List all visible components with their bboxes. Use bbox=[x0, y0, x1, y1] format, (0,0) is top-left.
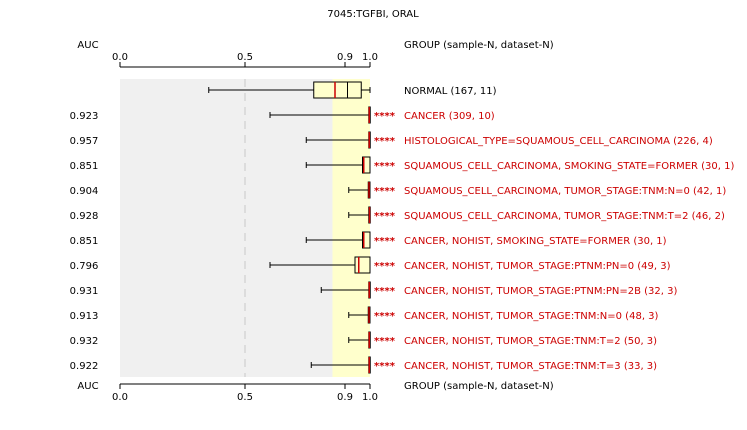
box-row: 0.851 **** SQUAMOUS_CELL_CARCINOMA, SMOKIN… bbox=[70, 156, 734, 174]
significance-stars: **** bbox=[374, 111, 396, 122]
significance-stars: **** bbox=[374, 336, 396, 347]
group-label: CANCER (309, 10) bbox=[404, 111, 495, 122]
box-row: 0.913 **** CANCER, NOHIST, TUMOR_STAGE:TNM… bbox=[70, 306, 659, 324]
box-rows: NORMAL (167, 11) 0.923 **** CANCER (309, 10… bbox=[70, 81, 734, 374]
box-row: 0.928 **** SQUAMOUS_CELL_CARCINOMA, TUMOR_… bbox=[70, 206, 725, 224]
box-row: 0.922 **** CANCER, NOHIST, TUMOR_STAGE:TNM… bbox=[70, 356, 657, 374]
group-label: CANCER, NOHIST, SMOKING_STATE=FORMER (30… bbox=[404, 236, 667, 247]
bottom-tick-label: 1.0 bbox=[362, 392, 378, 403]
auc-value: 0.957 bbox=[70, 136, 99, 147]
bottom-axis bbox=[119, 383, 371, 389]
auc-header-bottom: AUC bbox=[77, 381, 98, 392]
box-row: 0.931 **** CANCER, NOHIST, TUMOR_STAGE:PTN… bbox=[70, 281, 677, 299]
group-label: CANCER, NOHIST, TUMOR_STAGE:PTNM:PN=0 (4… bbox=[404, 261, 671, 272]
box-row: 0.957 **** HISTOLOGICAL_TYPE=SQUAMOUS_CELL… bbox=[70, 131, 713, 149]
significance-stars: **** bbox=[374, 136, 396, 147]
significance-stars: **** bbox=[374, 161, 396, 172]
top-tick-label: 1.0 bbox=[362, 52, 378, 63]
iqr-box bbox=[362, 156, 371, 174]
group-header-top: GROUP (sample-N, dataset-N) bbox=[404, 40, 554, 51]
top-axis bbox=[119, 62, 371, 68]
auc-value: 0.928 bbox=[70, 211, 99, 222]
auc-value: 0.931 bbox=[70, 286, 99, 297]
iqr-box bbox=[313, 81, 362, 99]
box-row: 0.923 **** CANCER (309, 10) bbox=[70, 106, 495, 124]
top-tick-label: 0.9 bbox=[337, 52, 353, 63]
auc-header-top: AUC bbox=[77, 40, 98, 51]
iqr-box bbox=[354, 256, 371, 274]
bottom-tick-labels: 0.0 0.5 0.9 1.0 bbox=[112, 392, 378, 403]
bottom-tick-label: 0.9 bbox=[337, 392, 353, 403]
significance-stars: **** bbox=[374, 286, 396, 297]
significance-stars: **** bbox=[374, 261, 396, 272]
top-tick-labels: 0.0 0.5 0.9 1.0 bbox=[112, 52, 378, 63]
group-label: SQUAMOUS_CELL_CARCINOMA, TUMOR_STAGE:TNM… bbox=[404, 186, 726, 197]
auc-value: 0.796 bbox=[70, 261, 99, 272]
significance-stars: **** bbox=[374, 361, 396, 372]
box-row: 0.851 **** CANCER, NOHIST, SMOKING_STATE=F… bbox=[70, 231, 667, 249]
group-label: SQUAMOUS_CELL_CARCINOMA, SMOKING_STATE=F… bbox=[404, 161, 734, 172]
chart-title: 7045:TGFBI, ORAL bbox=[327, 9, 419, 20]
box-row: 0.796 **** CANCER, NOHIST, TUMOR_STAGE:PTN… bbox=[70, 256, 671, 274]
box-row: NORMAL (167, 11) bbox=[208, 81, 497, 99]
significance-stars: **** bbox=[374, 186, 396, 197]
group-label: CANCER, NOHIST, TUMOR_STAGE:PTNM:PN=2B (… bbox=[404, 286, 677, 297]
group-label: SQUAMOUS_CELL_CARCINOMA, TUMOR_STAGE:TNM… bbox=[404, 211, 725, 222]
box-row: 0.904 **** SQUAMOUS_CELL_CARCINOMA, TUMOR_… bbox=[70, 181, 726, 199]
group-label: CANCER, NOHIST, TUMOR_STAGE:TNM:N=0 (48,… bbox=[404, 311, 659, 322]
group-header-bottom: GROUP (sample-N, dataset-N) bbox=[404, 381, 554, 392]
bottom-tick-label: 0.0 bbox=[112, 392, 128, 403]
auc-value: 0.913 bbox=[70, 311, 99, 322]
auc-value: 0.851 bbox=[70, 161, 99, 172]
group-label: CANCER, NOHIST, TUMOR_STAGE:TNM:T=3 (33,… bbox=[404, 361, 657, 372]
significance-stars: **** bbox=[374, 211, 396, 222]
group-label: CANCER, NOHIST, TUMOR_STAGE:TNM:T=2 (50,… bbox=[404, 336, 657, 347]
significance-stars: **** bbox=[374, 236, 396, 247]
group-label: HISTOLOGICAL_TYPE=SQUAMOUS_CELL_CARCINOM… bbox=[404, 136, 713, 147]
top-tick-label: 0.0 bbox=[112, 52, 128, 63]
auc-value: 0.851 bbox=[70, 236, 99, 247]
auc-value: 0.923 bbox=[70, 111, 99, 122]
iqr-box bbox=[362, 231, 371, 249]
auc-value: 0.932 bbox=[70, 336, 99, 347]
highlight-band bbox=[332, 79, 370, 377]
bottom-tick-label: 0.5 bbox=[237, 392, 253, 403]
top-tick-label: 0.5 bbox=[237, 52, 253, 63]
box-row: 0.932 **** CANCER, NOHIST, TUMOR_STAGE:TNM… bbox=[70, 331, 657, 349]
auc-value: 0.904 bbox=[70, 186, 99, 197]
auc-value: 0.922 bbox=[70, 361, 99, 372]
significance-stars: **** bbox=[374, 311, 396, 322]
group-label: NORMAL (167, 11) bbox=[404, 86, 497, 97]
